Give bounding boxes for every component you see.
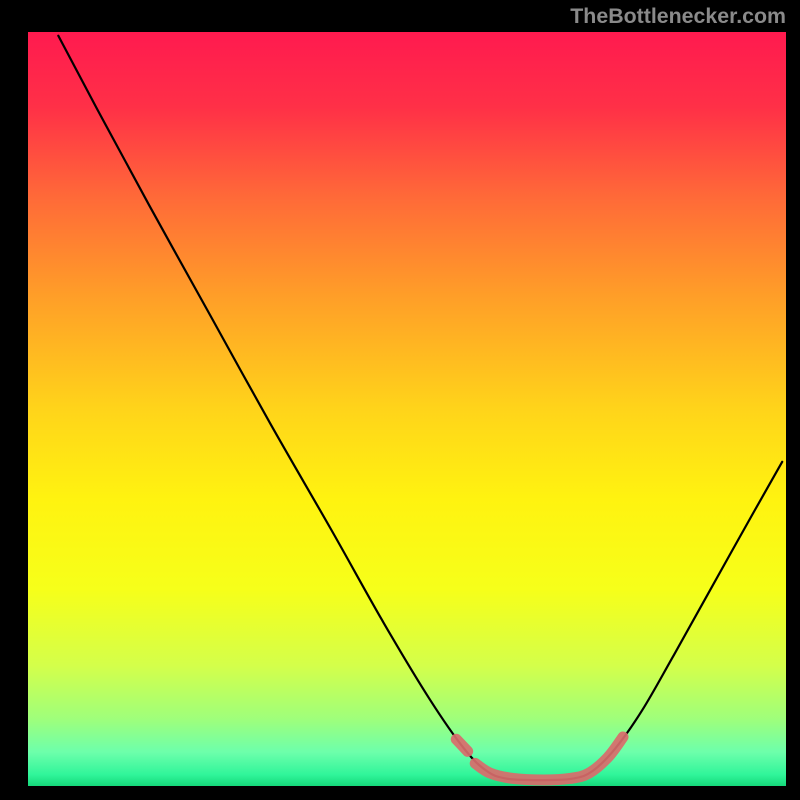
plot-area	[28, 32, 786, 786]
chart-frame: TheBottlenecker.com	[0, 0, 800, 800]
watermark-text: TheBottlenecker.com	[570, 4, 786, 29]
plot-background	[28, 32, 786, 786]
